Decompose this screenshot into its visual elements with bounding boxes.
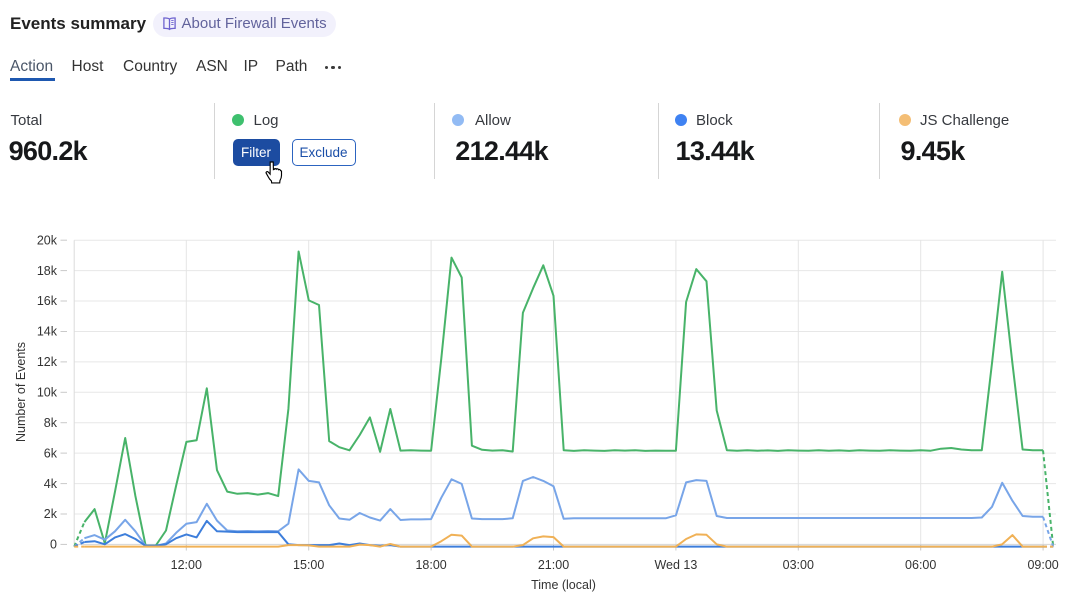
svg-text:12k: 12k: [37, 355, 58, 369]
svg-text:0: 0: [50, 538, 57, 552]
svg-text:14k: 14k: [37, 325, 58, 339]
svg-text:10k: 10k: [37, 386, 58, 400]
svg-text:16k: 16k: [37, 294, 58, 308]
svg-text:2k: 2k: [44, 507, 58, 521]
svg-text:21:00: 21:00: [538, 558, 569, 572]
svg-text:Time (local): Time (local): [531, 578, 596, 592]
svg-text:8k: 8k: [44, 416, 58, 430]
svg-text:03:00: 03:00: [783, 558, 814, 572]
svg-text:15:00: 15:00: [293, 558, 324, 572]
svg-text:Number of Events: Number of Events: [14, 342, 28, 442]
svg-text:Wed 13: Wed 13: [654, 558, 697, 572]
svg-text:12:00: 12:00: [171, 558, 202, 572]
svg-text:18:00: 18:00: [415, 558, 446, 572]
svg-text:18k: 18k: [37, 264, 58, 278]
svg-text:6k: 6k: [44, 446, 58, 460]
svg-text:09:00: 09:00: [1027, 558, 1058, 572]
svg-text:06:00: 06:00: [905, 558, 936, 572]
svg-text:20k: 20k: [37, 233, 58, 247]
svg-text:4k: 4k: [44, 477, 58, 491]
